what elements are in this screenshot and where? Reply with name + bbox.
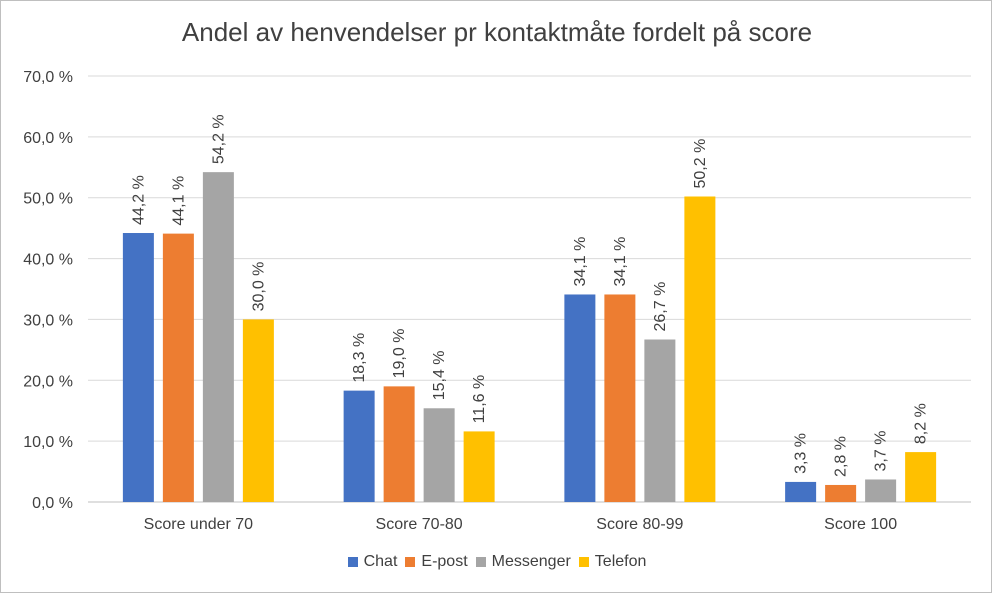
y-tick-label: 70,0 % — [23, 69, 73, 86]
legend-swatch — [405, 557, 416, 567]
x-tick-label: Score under 70 — [144, 516, 254, 533]
y-tick-label: 0,0 % — [32, 495, 73, 512]
bar — [162, 233, 194, 502]
y-tick-label: 40,0 % — [23, 252, 73, 269]
data-label: 15,4 % — [431, 350, 448, 400]
data-label: 3,7 % — [873, 431, 890, 472]
data-label: 3,3 % — [793, 433, 810, 474]
data-label: 50,2 % — [692, 139, 709, 189]
y-tick-label: 10,0 % — [23, 434, 73, 451]
legend-label: Messenger — [491, 553, 571, 570]
legend-label: E-post — [421, 553, 468, 570]
data-label: 44,2 % — [130, 175, 147, 225]
bar — [785, 481, 817, 502]
y-tick-label: 60,0 % — [23, 130, 73, 147]
bar — [905, 452, 937, 502]
x-tick-label: Score 70-80 — [376, 516, 463, 533]
legend-swatch — [475, 557, 486, 567]
legend-label: Chat — [363, 553, 398, 570]
y-tick-label: 50,0 % — [23, 191, 73, 208]
data-label: 34,1 % — [612, 237, 629, 287]
data-label: 8,2 % — [913, 403, 930, 444]
data-label: 18,3 % — [351, 333, 368, 383]
bar — [423, 408, 455, 502]
bar — [865, 479, 897, 502]
chart-title: Andel av henvendelser pr kontaktmåte for… — [181, 17, 813, 47]
data-label: 19,0 % — [391, 329, 408, 379]
bar — [463, 431, 495, 502]
data-label: 44,1 % — [170, 176, 187, 226]
bar — [343, 390, 375, 502]
y-tick-label: 20,0 % — [23, 373, 73, 390]
data-label: 30,0 % — [250, 262, 267, 312]
y-tick-label: 30,0 % — [23, 312, 73, 329]
bar — [242, 319, 274, 502]
legend-item: Messenger — [475, 553, 571, 571]
data-label: 2,8 % — [833, 436, 850, 477]
bar — [604, 294, 636, 502]
bar — [825, 484, 857, 502]
x-tick-label: Score 80-99 — [596, 516, 683, 533]
legend: Chat E-post Messenger Telefon — [1, 553, 992, 572]
data-label: 34,1 % — [572, 237, 589, 287]
bar — [383, 386, 415, 502]
legend-item: E-post — [405, 553, 468, 571]
legend-item: Telefon — [578, 553, 647, 571]
data-label: 26,7 % — [652, 282, 669, 332]
bar — [684, 196, 716, 503]
x-tick-label: Score 100 — [824, 516, 897, 533]
bar — [564, 294, 596, 502]
bar — [202, 172, 234, 502]
bar — [122, 233, 154, 503]
legend-swatch — [347, 557, 358, 567]
legend-label: Telefon — [594, 553, 647, 570]
data-label: 11,6 % — [471, 375, 488, 424]
legend-item: Chat — [347, 553, 398, 571]
bar — [644, 339, 676, 502]
legend-swatch — [578, 557, 589, 567]
data-label: 54,2 % — [210, 114, 227, 164]
